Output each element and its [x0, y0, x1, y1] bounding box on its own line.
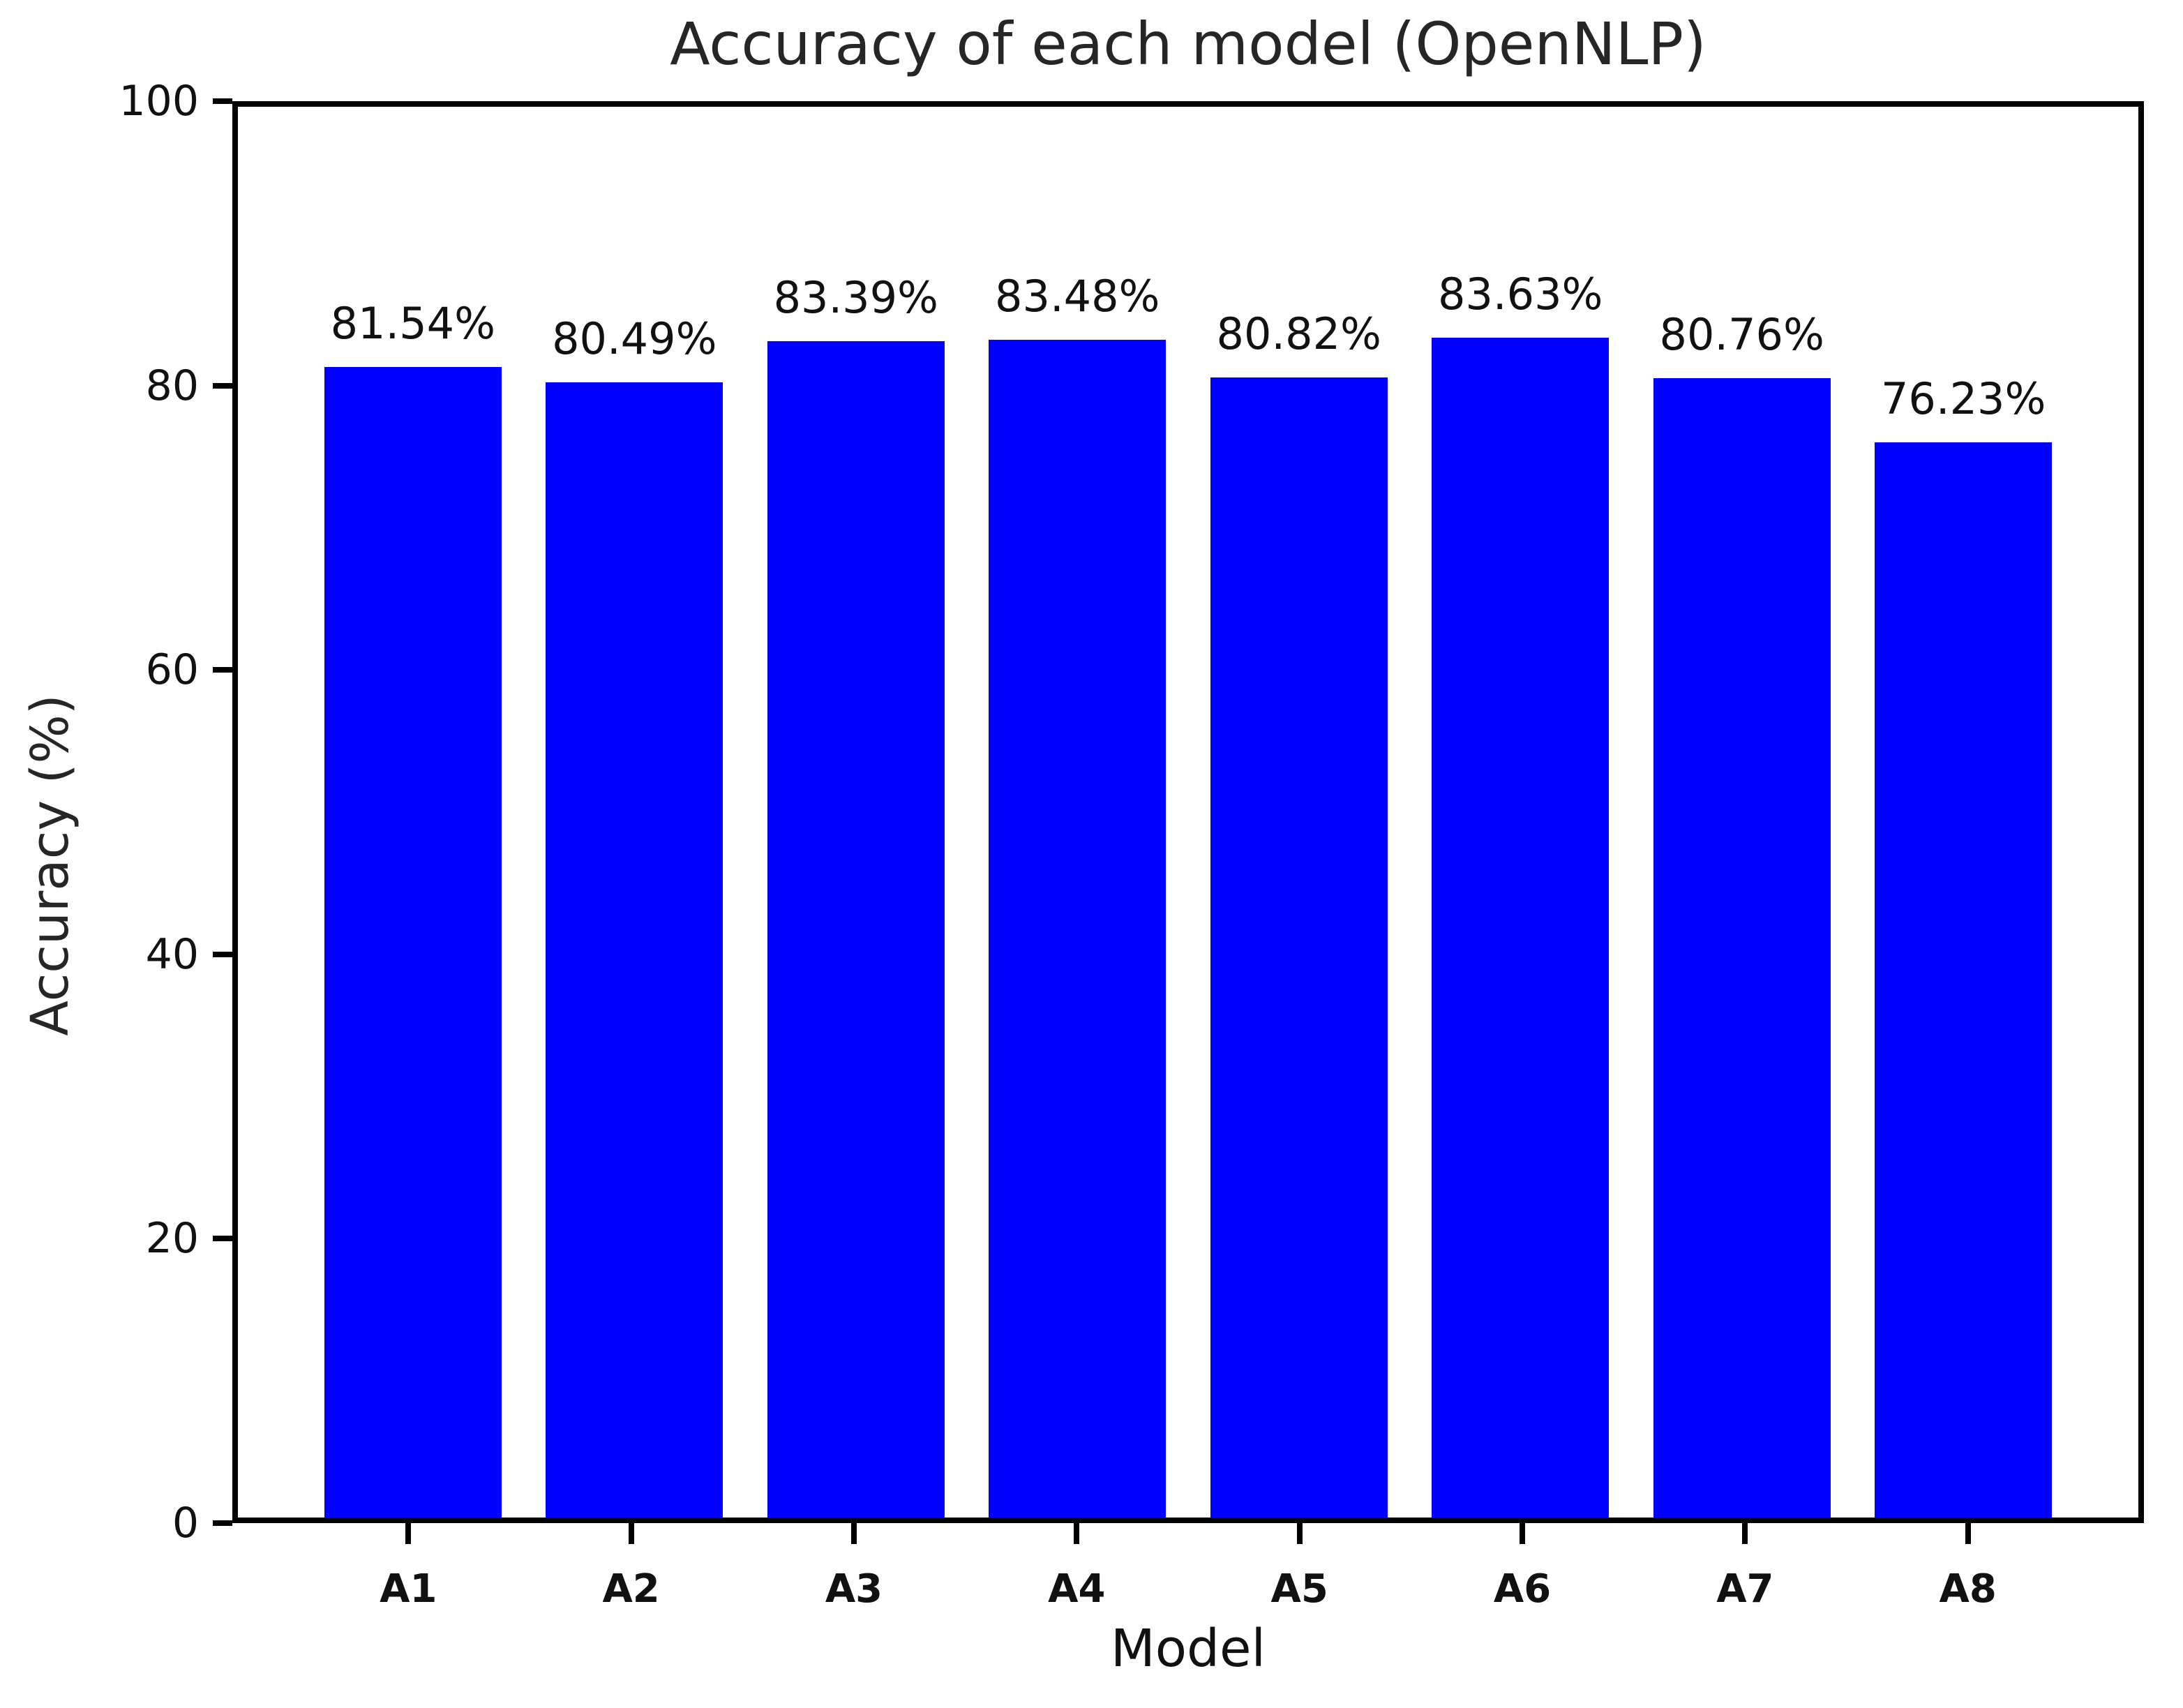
- y-tick-mark-60: [213, 667, 232, 673]
- x-tick-label-A6: A6: [1493, 1566, 1552, 1612]
- x-tick-mark-A3: [850, 1523, 857, 1544]
- bar-A2: [546, 382, 723, 1518]
- bar-value-label-A2: 80.49%: [552, 313, 717, 364]
- y-tick-mark-80: [213, 382, 232, 389]
- y-tick-label-0: 0: [172, 1499, 199, 1548]
- bar-A5: [1210, 377, 1388, 1518]
- bar-A4: [989, 340, 1166, 1518]
- x-tick-mark-A6: [1520, 1523, 1526, 1544]
- x-tick-mark-A7: [1742, 1523, 1748, 1544]
- bar-value-label-A5: 80.82%: [1216, 308, 1381, 359]
- plot-inner: 81.54% 80.49% 83.39% 83.48% 80.82% 83.63% 80.7…: [238, 107, 2138, 1518]
- y-axis-label: Accuracy (%): [20, 694, 80, 1036]
- bar-value-label-A8: 76.23%: [1880, 373, 2046, 424]
- bar-value-label-A7: 80.76%: [1659, 309, 1824, 361]
- y-tick-label-80: 80: [145, 361, 199, 410]
- y-axis: 0 20 40 60 80 100: [0, 77, 232, 1548]
- bar-A6: [1432, 338, 1610, 1518]
- x-tick-label-A2: A2: [602, 1566, 660, 1612]
- y-tick-label-20: 20: [145, 1214, 199, 1264]
- x-tick-mark-A1: [405, 1523, 412, 1544]
- bar-A7: [1653, 378, 1831, 1518]
- x-tick-label-A7: A7: [1716, 1566, 1774, 1612]
- y-tick-label-60: 60: [145, 645, 199, 695]
- x-tick-mark-A2: [628, 1523, 634, 1544]
- bar-A3: [767, 340, 945, 1518]
- bar-value-label-A3: 83.39%: [773, 271, 938, 323]
- x-tick-mark-A5: [1296, 1523, 1303, 1544]
- x-tick-label-A5: A5: [1270, 1566, 1328, 1612]
- y-tick-mark-40: [213, 951, 232, 957]
- bar-A1: [324, 367, 502, 1518]
- chart-title: Accuracy of each model (OpenNLP): [670, 10, 1706, 78]
- x-tick-label-A1: A1: [380, 1566, 437, 1612]
- x-axis-label: Model: [1110, 1619, 1266, 1679]
- y-tick-mark-0: [213, 1520, 232, 1526]
- bar-value-label-A1: 81.54%: [330, 298, 495, 350]
- y-tick-label-100: 100: [119, 77, 199, 126]
- bar-value-label-A6: 83.63%: [1438, 269, 1603, 320]
- x-tick-mark-A4: [1074, 1523, 1080, 1544]
- x-tick-label-A4: A4: [1048, 1566, 1106, 1612]
- y-tick-label-40: 40: [145, 929, 199, 979]
- y-tick-mark-100: [213, 98, 232, 104]
- y-tick-mark-20: [213, 1236, 232, 1242]
- x-axis: A1 A2 A3 A4 A5 A6 A7 A8: [232, 1523, 2144, 1642]
- plot-area: 81.54% 80.49% 83.39% 83.48% 80.82% 83.63% 80.7…: [232, 101, 2144, 1523]
- bar-value-label-A4: 83.48%: [995, 271, 1160, 322]
- bar-A8: [1875, 442, 2053, 1518]
- x-tick-mark-A8: [1965, 1523, 1971, 1544]
- x-tick-label-A8: A8: [1939, 1566, 1997, 1612]
- x-tick-label-A3: A3: [825, 1566, 883, 1612]
